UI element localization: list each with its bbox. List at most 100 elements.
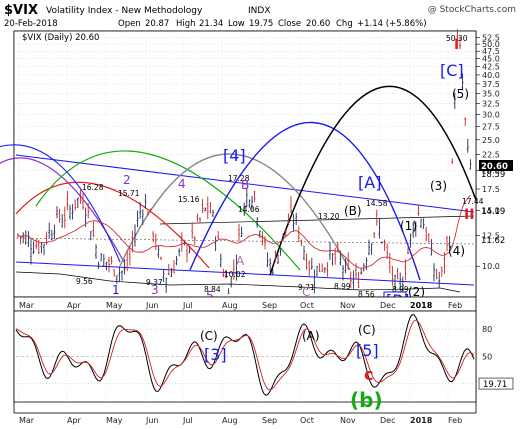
price-tick-label: 15.0 — [482, 206, 500, 215]
right-price-label: 11.62 — [481, 236, 505, 246]
chg-value: +1.14 (+5.86%) — [357, 19, 427, 29]
wave-label: 2 — [123, 173, 131, 187]
price-legend: $VIX (Daily) 20.60 — [22, 33, 99, 43]
black-cycle-arc — [269, 85, 477, 276]
moving-average — [17, 194, 471, 269]
wave-label: (4) — [448, 244, 465, 258]
price-tick-label: 27.5 — [482, 123, 500, 132]
price-tick-label: 35.0 — [482, 89, 500, 98]
price-tick-label: 42.5 — [482, 63, 500, 72]
price-tick-label: 12.5 — [482, 231, 500, 240]
x-tick-label: Jun — [145, 301, 159, 310]
oscillator-line — [15, 314, 475, 396]
close-value: 20.60 — [306, 19, 330, 29]
gray-cycle-arc — [119, 153, 351, 271]
x-tick-label: Feb — [448, 301, 462, 310]
copyright-text: @ StockCharts.com — [428, 5, 516, 15]
wave-label: II — [464, 207, 474, 223]
price-tick-label: 22.5 — [482, 150, 500, 159]
x-tick-label: Mar — [19, 301, 35, 310]
x-axis-main: Mar Apr May Jun Jul Aug Sep Oct Nov Dec 2018 Feb — [19, 301, 462, 310]
x-tick-label: Nov — [340, 301, 356, 310]
wave-label: C — [302, 285, 310, 299]
wave-label: A — [236, 254, 245, 268]
price-tick-label: 10.0 — [482, 262, 500, 271]
price-tick-label: 25.0 — [482, 136, 500, 145]
exchange-label: INDX — [248, 6, 270, 16]
wave-label: [C] — [440, 61, 464, 80]
blue-cycle-arc — [189, 121, 421, 281]
price-label: 14.06 — [238, 205, 260, 214]
lower-band-line — [15, 271, 461, 293]
open-label: Open — [118, 19, 141, 29]
osc-x-tick-label: Feb — [448, 416, 462, 425]
oscillator-wave-label: c — [364, 365, 373, 384]
osc-x-tick-label: Jun — [145, 416, 159, 425]
price-labels: 16.28 15.71 15.16 17.28 14.06 10.02 13.20 14.58… — [76, 34, 484, 299]
price-axis: 10.0 12.5 15.0 17.5 20.0 22.5 25.0 27.5 30.0 32.5… — [476, 33, 500, 271]
upper-trendline — [15, 154, 475, 213]
blue-left-arc — [0, 144, 121, 263]
x-tick-label: 2018 — [410, 301, 433, 310]
osc-x-tick-label: Sep — [262, 416, 277, 425]
oscillator-wave-label: [3] — [204, 345, 227, 364]
price-tick-label: 47.5 — [482, 47, 500, 56]
price-tick-label: 40.0 — [482, 71, 500, 80]
osc-x-tick-label: Nov — [340, 416, 356, 425]
wave-label: 5 — [206, 289, 214, 303]
price-tick-label: 32.5 — [482, 100, 500, 109]
price-label: 9.56 — [76, 277, 93, 286]
moving-average-line — [17, 194, 471, 269]
price-label: 50.30 — [446, 34, 468, 43]
osc-x-tick-label: Oct — [300, 416, 314, 425]
price-label: 9.71 — [298, 283, 315, 292]
x-tick-label: Sep — [262, 301, 277, 310]
wave-label: (3) — [430, 179, 447, 193]
price-label: 8.56 — [358, 290, 375, 299]
oscillator-tick-label: 80 — [482, 325, 492, 334]
green-cycle-arc — [35, 150, 301, 271]
osc-x-tick-label: Dec — [380, 416, 395, 425]
price-label: 9.37 — [146, 278, 163, 287]
oscillator-grid — [16, 311, 474, 402]
lower-trendline — [15, 261, 475, 286]
oscillator-wave-label: (b) — [350, 388, 383, 412]
price-label: 8.99 — [392, 285, 409, 294]
price-label: 15.71 — [118, 189, 140, 198]
ticker-symbol: $VIX — [4, 3, 38, 18]
price-tick-label: 37.5 — [482, 80, 500, 89]
oscillator-tick-label: 50 — [482, 353, 492, 362]
wave-label: (2) — [408, 285, 425, 299]
low-label: Low — [228, 19, 245, 29]
ohlc-readout: Open 20.87 High 21.34 Low 19.75 Close 20… — [118, 19, 427, 29]
wave-label: [4] — [223, 146, 246, 165]
osc-x-tick-label: Mar — [19, 416, 35, 425]
x-tick-label: Aug — [222, 301, 238, 310]
osc-x-tick-label: Jul — [182, 416, 193, 425]
x-tick-label: Oct — [300, 301, 314, 310]
oscillator-last-value: 19.71 — [483, 380, 507, 390]
wave-label: (1) — [400, 219, 417, 233]
wave-label: 3 — [151, 283, 159, 297]
price-label: 8.84 — [204, 285, 221, 294]
wave-label: 4 — [178, 177, 186, 191]
high-label: High — [176, 19, 196, 29]
x-tick-label: May — [106, 301, 123, 310]
price-label: 13.20 — [318, 212, 340, 221]
price-label: 14.58 — [366, 199, 388, 208]
x-axis-oscillator: Mar Apr May Jun Jul Aug Sep Oct Nov Dec 2018 Feb — [19, 416, 462, 425]
oscillator-wave-label: (C) — [200, 329, 218, 343]
right-price-label: 20.60 — [481, 162, 508, 172]
price-candles — [17, 28, 472, 294]
cycle-arcs — [0, 85, 477, 281]
chg-label: Chg — [336, 19, 353, 29]
osc-x-tick-label: Aug — [222, 416, 238, 425]
trend-lines — [15, 154, 475, 293]
last-price-box — [479, 160, 513, 171]
oscillator-wave-label: [5] — [356, 341, 379, 360]
x-tick-label: Jul — [182, 301, 193, 310]
oscillator-axis: 20508019.71 — [478, 325, 514, 390]
osc-x-tick-label: 2018 — [410, 416, 433, 425]
